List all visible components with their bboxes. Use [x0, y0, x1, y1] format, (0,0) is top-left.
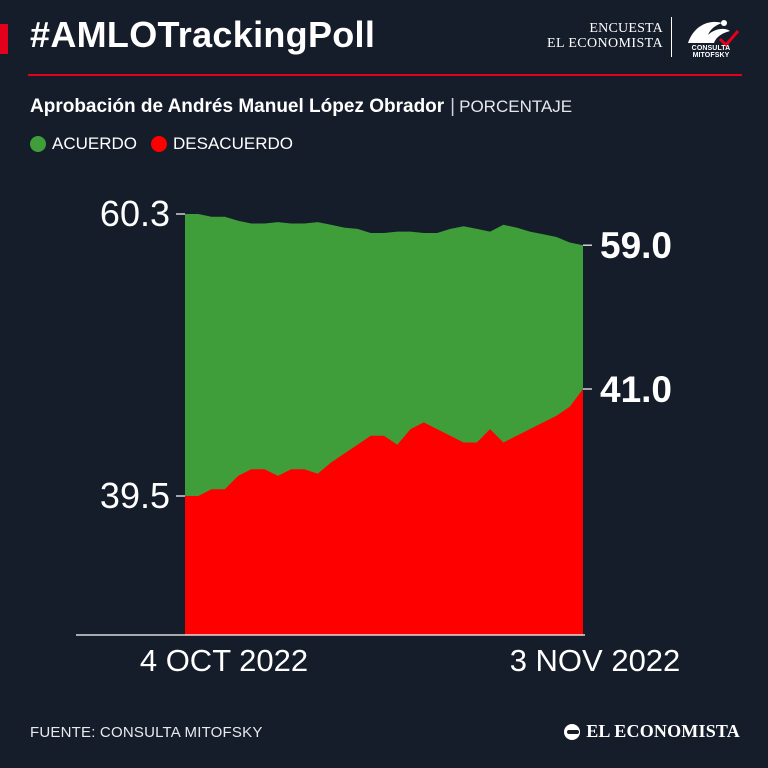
brand-line-1: ENCUESTA — [589, 21, 663, 37]
encuesta-brand: ENCUESTA EL ECONOMISTA CONSULTA MITOFSKY — [547, 14, 742, 60]
footer-brand: EL ECONOMISTA — [564, 721, 740, 742]
x-label-end: 3 NOV 2022 — [510, 643, 681, 678]
end-label-acuerdo: 59.0 — [600, 225, 672, 266]
brand-divider — [671, 17, 672, 57]
logo-caption: CONSULTA MITOFSKY — [691, 45, 731, 59]
desacuerdo-area — [185, 389, 583, 635]
legend-label-acuerdo: ACUERDO — [52, 134, 138, 153]
accent-tab — [0, 24, 8, 54]
source-note: FUENTE: CONSULTA MITOFSKY — [30, 724, 263, 741]
title-separator: | — [450, 96, 456, 117]
chart-unit: PORCENTAJE — [459, 97, 573, 116]
start-label-acuerdo: 60.3 — [100, 193, 170, 234]
brand-line-2: EL ECONOMISTA — [547, 36, 663, 51]
header-rule — [28, 74, 742, 76]
el-economista-logo-icon — [564, 723, 581, 740]
end-label-desacuerdo: 41.0 — [600, 369, 672, 410]
hashtag-title: #AMLOTrackingPoll — [30, 14, 376, 55]
legend-item-desacuerdo: DESACUERDO — [151, 134, 293, 154]
footer-brand-text: EL ECONOMISTA — [586, 721, 740, 741]
chart-title: Aprobación de Andrés Manuel López Obrado… — [30, 96, 445, 117]
start-label-desacuerdo: 39.5 — [100, 475, 170, 516]
legend-label-desacuerdo: DESACUERDO — [173, 134, 293, 153]
legend-swatch-acuerdo — [30, 136, 46, 152]
legend: ACUERDO DESACUERDO — [30, 134, 307, 154]
mitofsky-logo-icon — [688, 20, 740, 48]
legend-item-acuerdo: ACUERDO — [30, 134, 137, 154]
legend-swatch-desacuerdo — [151, 136, 168, 152]
chart-subtitle: Aprobación de Andrés Manuel López Obrado… — [30, 96, 572, 118]
mitofsky-logo: CONSULTA MITOFSKY — [680, 15, 742, 59]
x-label-start: 4 OCT 2022 — [140, 643, 308, 678]
